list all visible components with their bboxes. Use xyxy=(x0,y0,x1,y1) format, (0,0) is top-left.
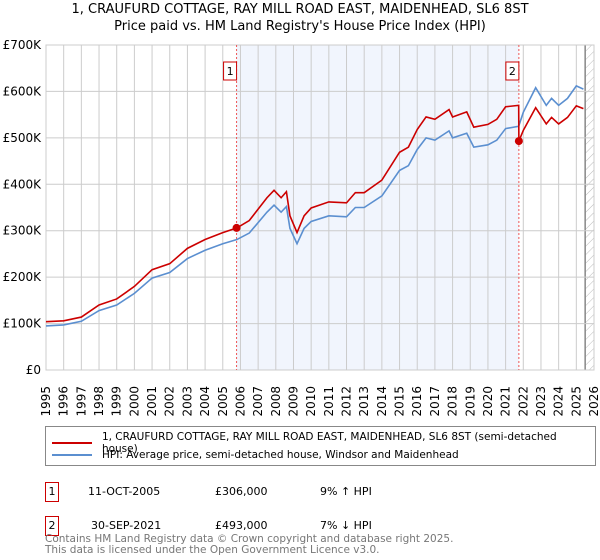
x-tick-label: 1995 xyxy=(39,386,53,417)
y-tick-label: £300K xyxy=(3,224,43,238)
x-tick-label: 2001 xyxy=(145,386,159,417)
sale-point xyxy=(514,137,523,146)
x-tick-label: 2018 xyxy=(446,386,460,417)
transaction-hpi: 9% ↑ HPI xyxy=(320,485,372,498)
sale-label-box xyxy=(223,61,238,81)
legend: 1, CRAUFURD COTTAGE, RAY MILL ROAD EAST,… xyxy=(45,426,596,466)
chart-subtitle: Price paid vs. HM Land Registry's House … xyxy=(114,19,486,34)
shaded-ownership-period xyxy=(236,45,519,370)
x-tick-label: 2017 xyxy=(428,386,442,417)
x-tick-label: 2023 xyxy=(534,386,548,417)
x-tick-label: 2021 xyxy=(499,386,513,417)
transaction-badge: 1 xyxy=(45,482,59,502)
x-tick-label: 2002 xyxy=(163,386,177,417)
y-tick-label: £100K xyxy=(3,317,43,331)
x-tick-label: 1999 xyxy=(110,386,124,417)
sale-label: 2 xyxy=(509,65,516,78)
y-tick-label: £400K xyxy=(3,177,43,191)
transaction-row: 1 11-OCT-2005 £306,000 9% ↑ HPI xyxy=(45,482,595,504)
price-chart: 1995 1996 1997 1998 1999 2000 2001 2002 2003 2004… xyxy=(3,38,600,417)
y-tick-label: £200K xyxy=(3,270,43,284)
x-tick-label: 2010 xyxy=(304,386,318,417)
legend-blue-line xyxy=(52,454,92,456)
sale-label-box xyxy=(505,61,520,81)
sale-point xyxy=(232,223,241,232)
x-tick-label: 2025 xyxy=(569,386,583,417)
sale-label: 1 xyxy=(227,65,234,78)
x-tick-label: 2009 xyxy=(286,386,300,417)
x-tick-label: 2012 xyxy=(340,386,354,417)
x-tick-label: 2006 xyxy=(233,386,247,417)
x-tick-label: 2011 xyxy=(322,386,336,417)
x-tick-label: 2008 xyxy=(269,386,283,417)
legend-hpi: HPI: Average price, semi-detached house,… xyxy=(102,449,459,461)
hpi-line xyxy=(45,84,584,327)
x-tick-label: 2022 xyxy=(516,386,530,417)
x-tick-label: 1996 xyxy=(57,386,71,417)
transaction-price: £306,000 xyxy=(215,485,268,498)
x-tick-label: 2004 xyxy=(198,386,212,417)
transaction-date: 30-SEP-2021 xyxy=(91,519,162,532)
x-tick-label: 2000 xyxy=(127,386,141,417)
x-tick-label: 2024 xyxy=(552,386,566,417)
x-tick-label: 2014 xyxy=(375,386,389,417)
transaction-date: 11-OCT-2005 xyxy=(88,485,161,498)
forecast-hatch xyxy=(585,45,594,370)
y-tick-label: £700K xyxy=(3,38,43,52)
y-tick-label: £500K xyxy=(3,131,43,145)
x-tick-label: 2015 xyxy=(393,386,407,417)
legend-property: 1, CRAUFURD COTTAGE, RAY MILL ROAD EAST,… xyxy=(101,431,557,455)
footer-licence: This data is licensed under the Open Gov… xyxy=(45,544,380,556)
x-tick-label: 1997 xyxy=(74,386,88,417)
plot-border xyxy=(45,44,595,371)
transaction-price: £493,000 xyxy=(215,519,268,532)
transaction-hpi: 7% ↓ HPI xyxy=(320,519,372,532)
chart-title: 1, CRAUFURD COTTAGE, RAY MILL ROAD EAST,… xyxy=(71,2,529,17)
x-tick-label: 2020 xyxy=(481,386,495,417)
legend-red-line xyxy=(52,442,92,444)
x-tick-label: 2003 xyxy=(180,386,194,417)
x-tick-label: 2013 xyxy=(357,386,371,417)
x-tick-label: 2026 xyxy=(587,386,600,417)
y-tick-label: £0 xyxy=(26,363,41,377)
x-tick-label: 1998 xyxy=(92,386,106,417)
y-tick-label: £600K xyxy=(3,84,43,98)
x-tick-label: 2016 xyxy=(410,386,424,417)
x-tick-label: 2007 xyxy=(251,386,265,417)
x-tick-label: 2005 xyxy=(216,386,230,417)
x-tick-label: 2019 xyxy=(463,386,477,417)
footer-copyright: Contains HM Land Registry data © Crown c… xyxy=(45,533,454,545)
transaction-badge: 2 xyxy=(45,516,59,536)
transaction-row: 2 30-SEP-2021 £493,000 7% ↓ HPI xyxy=(45,516,595,538)
